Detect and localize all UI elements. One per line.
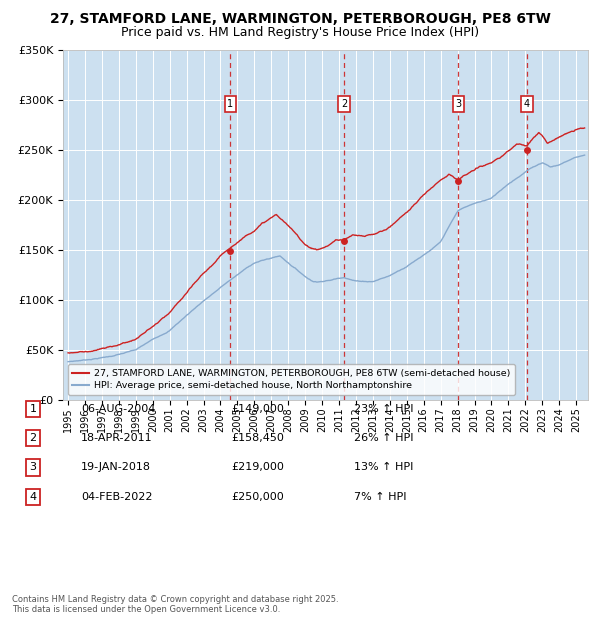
Text: Contains HM Land Registry data © Crown copyright and database right 2025.: Contains HM Land Registry data © Crown c…: [12, 595, 338, 604]
Text: £219,000: £219,000: [231, 463, 284, 472]
Legend: 27, STAMFORD LANE, WARMINGTON, PETERBOROUGH, PE8 6TW (semi-detached house), HPI:: 27, STAMFORD LANE, WARMINGTON, PETERBORO…: [68, 365, 515, 395]
Text: 04-FEB-2022: 04-FEB-2022: [81, 492, 152, 502]
Text: 1: 1: [227, 99, 233, 109]
Text: £158,450: £158,450: [231, 433, 284, 443]
Text: £250,000: £250,000: [231, 492, 284, 502]
Text: £149,000: £149,000: [231, 404, 284, 414]
Text: 19-JAN-2018: 19-JAN-2018: [81, 463, 151, 472]
Text: 4: 4: [524, 99, 530, 109]
Text: This data is licensed under the Open Government Licence v3.0.: This data is licensed under the Open Gov…: [12, 604, 280, 614]
Text: 1: 1: [29, 404, 37, 414]
Text: 13% ↑ HPI: 13% ↑ HPI: [354, 463, 413, 472]
Text: 18-APR-2011: 18-APR-2011: [81, 433, 152, 443]
Text: 7% ↑ HPI: 7% ↑ HPI: [354, 492, 407, 502]
Text: Price paid vs. HM Land Registry's House Price Index (HPI): Price paid vs. HM Land Registry's House …: [121, 26, 479, 39]
Text: 23% ↑ HPI: 23% ↑ HPI: [354, 404, 413, 414]
Text: 06-AUG-2004: 06-AUG-2004: [81, 404, 155, 414]
Text: 4: 4: [29, 492, 37, 502]
Text: 3: 3: [455, 99, 461, 109]
Text: 27, STAMFORD LANE, WARMINGTON, PETERBOROUGH, PE8 6TW: 27, STAMFORD LANE, WARMINGTON, PETERBORO…: [50, 12, 550, 27]
Text: 26% ↑ HPI: 26% ↑ HPI: [354, 433, 413, 443]
Text: 2: 2: [29, 433, 37, 443]
Text: 3: 3: [29, 463, 37, 472]
Text: 2: 2: [341, 99, 347, 109]
